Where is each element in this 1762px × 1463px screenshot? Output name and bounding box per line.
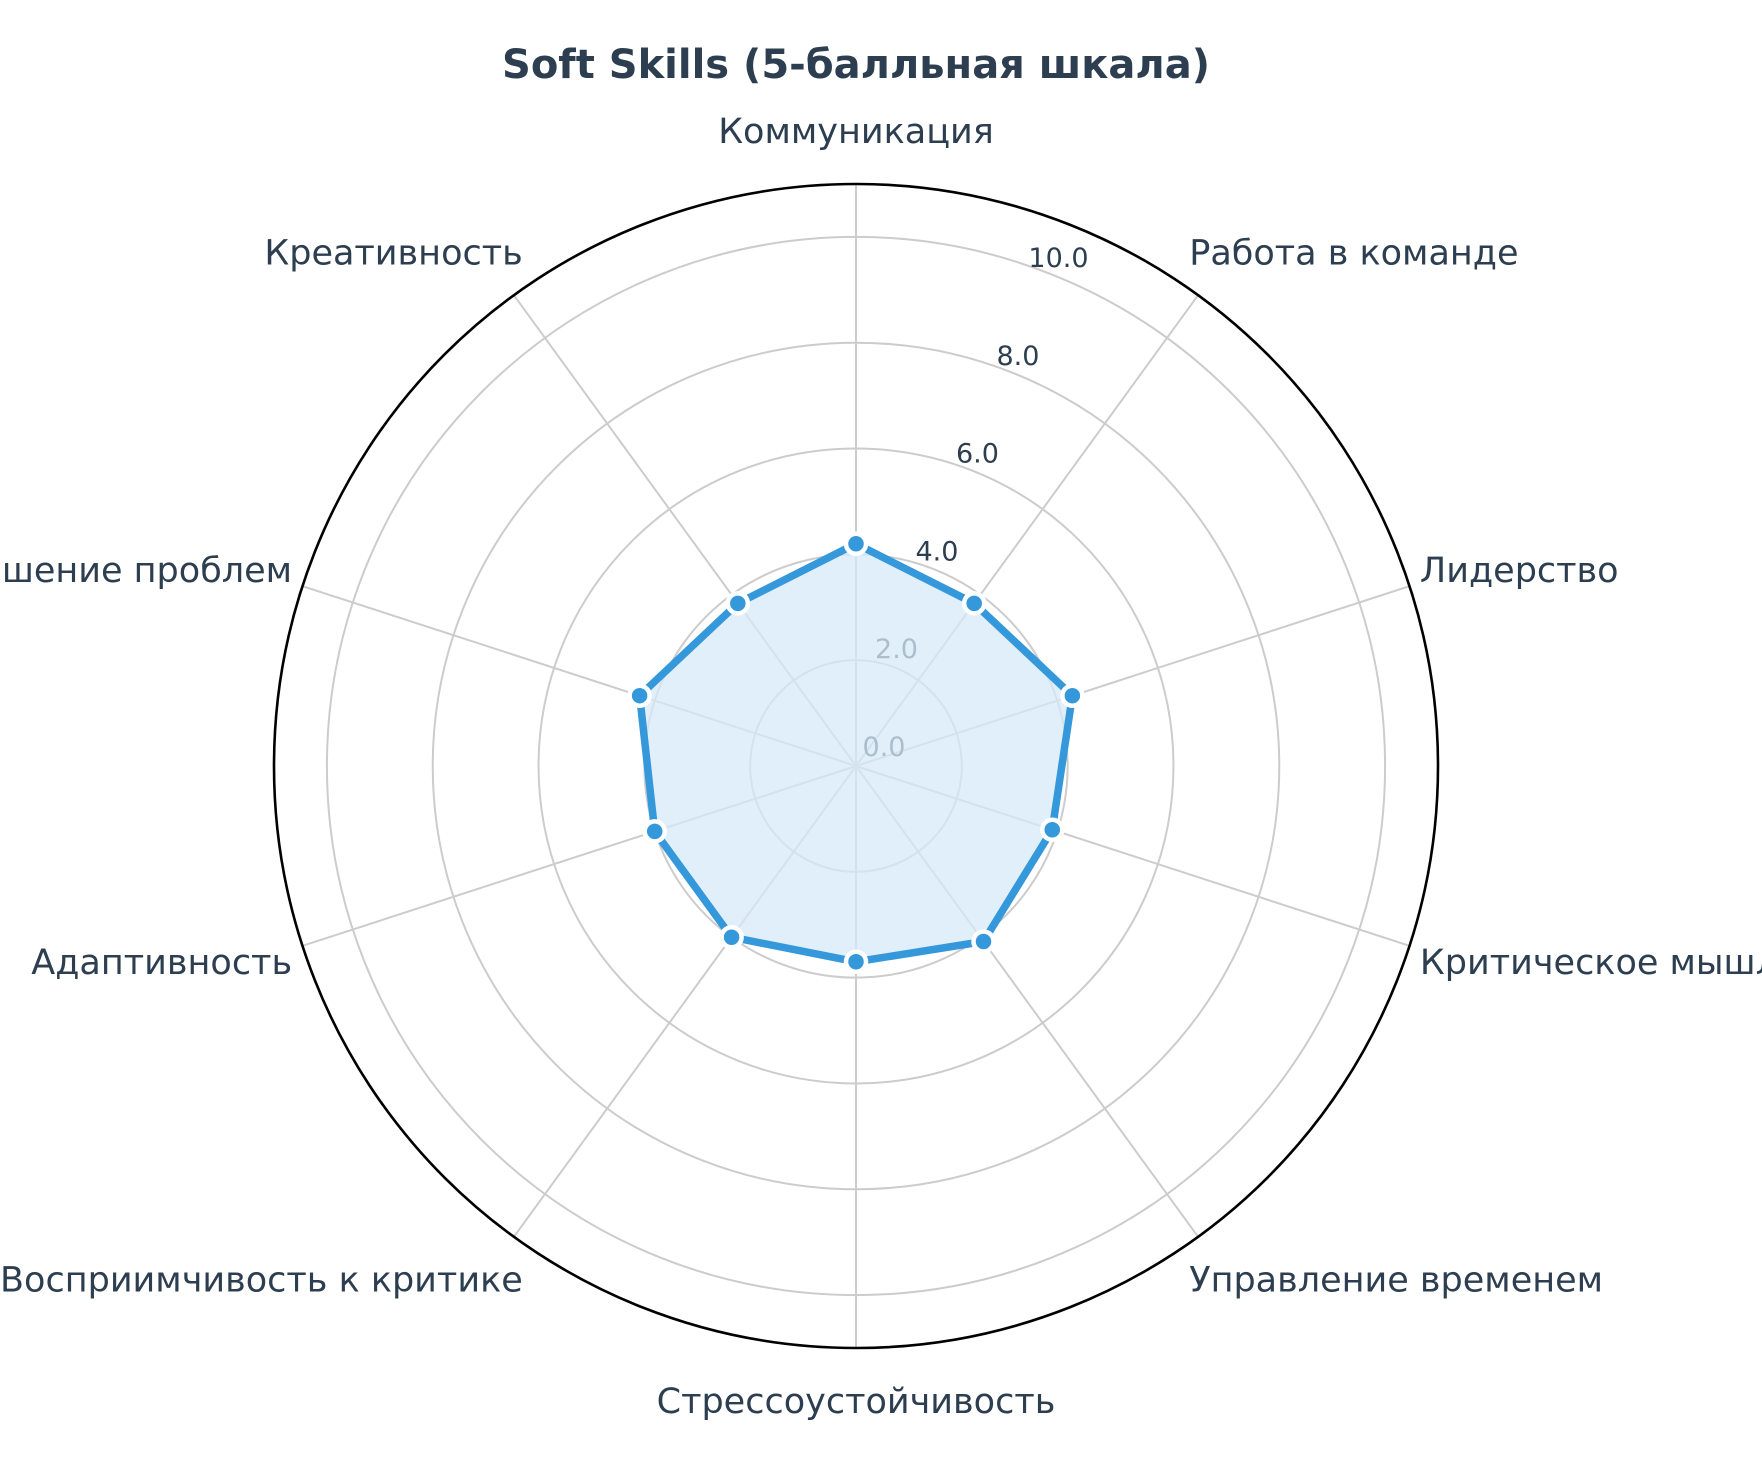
radial-tick-label: 8.0 <box>997 341 1040 372</box>
category-label: Креативность <box>264 233 522 273</box>
data-point <box>843 949 869 975</box>
chart-title: Soft Skills (5-балльная шкала) <box>502 42 1210 88</box>
category-label: Коммуникация <box>718 112 994 152</box>
data-point <box>627 683 652 708</box>
data-point <box>642 819 667 844</box>
category-labels: Коммуникация Работа в команде Лидерство Кри… <box>0 112 1762 1422</box>
category-label: Управление временем <box>1189 1261 1603 1301</box>
data-point <box>725 591 751 616</box>
data-point <box>971 929 996 954</box>
data-point <box>719 924 744 950</box>
radial-tick-label: 10.0 <box>1028 243 1088 274</box>
category-label: Решение проблем <box>0 551 292 591</box>
category-label: Адаптивность <box>31 943 292 983</box>
category-label: Стрессоустойчивость <box>657 1382 1056 1422</box>
radial-tick-label: 6.0 <box>956 439 999 470</box>
data-point <box>1039 817 1065 843</box>
category-label: Работа в команде <box>1189 233 1518 273</box>
series-area <box>635 540 1077 966</box>
data-layer <box>627 531 1085 975</box>
outer-circle <box>272 182 1440 1350</box>
category-label: Лидерство <box>1420 551 1619 591</box>
category-label: Восприимчивость к критике <box>0 1261 523 1301</box>
data-point <box>961 591 987 616</box>
category-label: Критическое мышление <box>1420 943 1762 983</box>
radial-tick-label: 4.0 <box>916 536 959 567</box>
data-point <box>843 531 869 557</box>
data-point <box>1060 683 1085 708</box>
